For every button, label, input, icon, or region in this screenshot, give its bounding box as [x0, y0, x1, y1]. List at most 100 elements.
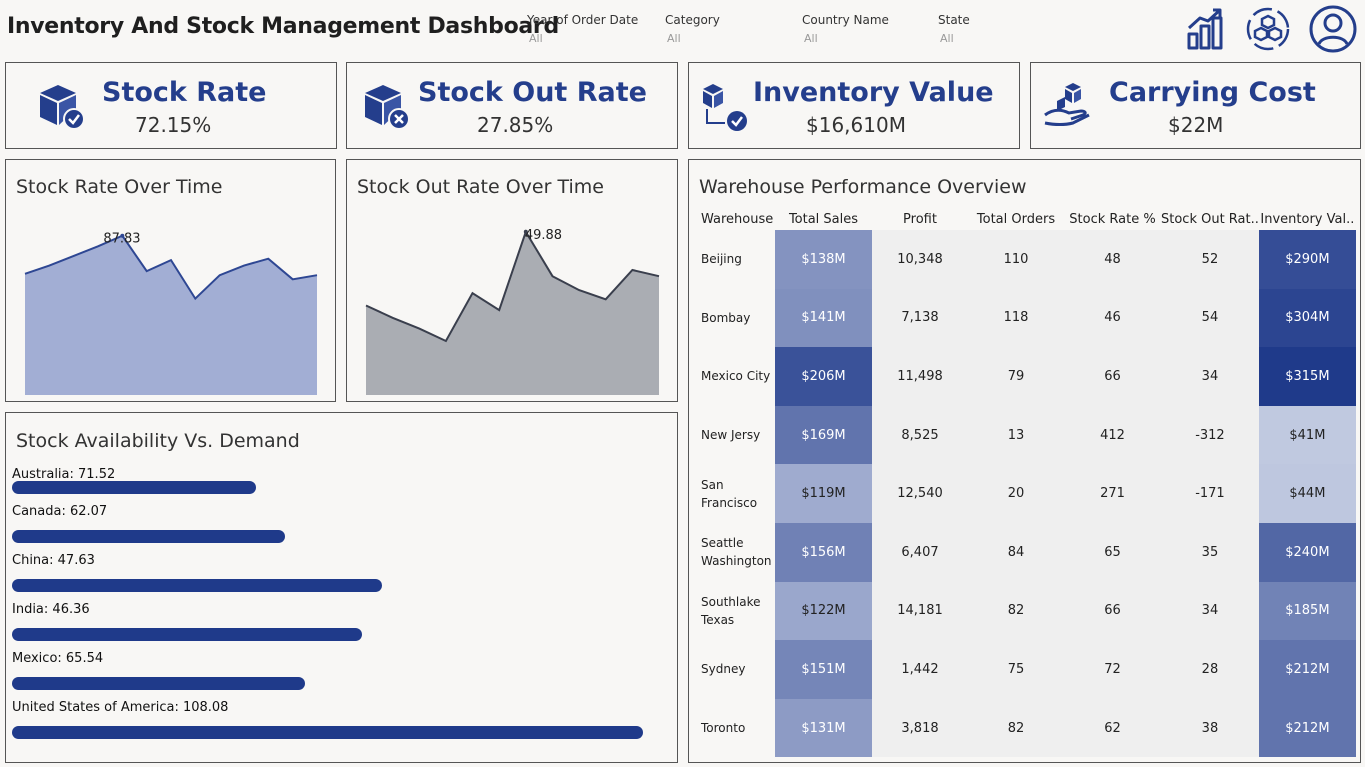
- cell-stock-rate: 66: [1064, 347, 1161, 406]
- table-row[interactable]: Mexico City $206M 11,498 79 66 34 $315M: [697, 347, 1356, 406]
- bar[interactable]: [12, 530, 285, 543]
- bar[interactable]: [12, 579, 383, 592]
- stock-out-area-chart[interactable]: 49.88: [347, 160, 679, 403]
- bar-label: China: 47.63: [12, 553, 95, 568]
- peak-point[interactable]: [120, 233, 125, 238]
- bar-label: Australia: 71.52: [12, 467, 115, 482]
- series-line: [365, 229, 660, 343]
- cell-profit: 3,818: [872, 698, 968, 758]
- bar-chart-icon[interactable]: [1184, 6, 1230, 52]
- filter-year[interactable]: Year of Order Date All: [527, 13, 638, 45]
- cell-stock-out-rate: 52: [1161, 230, 1259, 289]
- cell-warehouse: Toronto: [701, 721, 746, 736]
- table-row[interactable]: Seattle Washington $156M 6,407 84 65 35 $240M: [697, 522, 1356, 582]
- bar[interactable]: [12, 677, 306, 690]
- cell-profit: 14,181: [872, 581, 968, 641]
- user-icon[interactable]: [1308, 4, 1358, 54]
- cell-profit: 7,138: [872, 288, 968, 348]
- filter-country-value[interactable]: All: [804, 32, 818, 45]
- cell-warehouse: Sydney: [701, 662, 746, 677]
- cell-total-sales: $138M: [775, 230, 872, 289]
- cell-profit: 1,442: [872, 640, 968, 699]
- bar[interactable]: [12, 481, 257, 494]
- bar[interactable]: [12, 628, 363, 641]
- cell-stock-rate: 46: [1064, 288, 1161, 348]
- cell-warehouse: Seattle Washington: [701, 536, 772, 569]
- bar-label: India: 46.36: [12, 602, 90, 617]
- kpi-value: $16,610M: [806, 113, 906, 137]
- box-cross-icon: [365, 85, 410, 130]
- bar-value: 65.54: [65, 651, 104, 666]
- peak-point[interactable]: [523, 229, 528, 234]
- box-flow-check-icon: [703, 84, 747, 131]
- table-row[interactable]: New Jersy $169M 8,525 13 412 -312 $41M: [697, 405, 1356, 465]
- table-title: Warehouse Performance Overview: [699, 176, 1027, 198]
- bar[interactable]: [12, 726, 643, 739]
- table-row[interactable]: San Francisco $119M 12,540 20 271 -171 $44M: [697, 464, 1356, 523]
- cell-total-orders: 79: [968, 347, 1064, 406]
- kpi-value: 27.85%: [477, 113, 554, 137]
- filter-country[interactable]: Country Name All: [802, 13, 889, 45]
- cell-total-orders: 82: [968, 581, 1064, 641]
- stock-rate-area-chart[interactable]: 87.83: [6, 160, 337, 403]
- kpi-stock-rate: Stock Rate 72.15%: [5, 62, 337, 149]
- stock-out-chart-panel: Stock Out Rate Over Time 49.88: [346, 159, 678, 402]
- cell-stock-rate: 48: [1064, 230, 1161, 289]
- col-total-orders[interactable]: Total Orders: [976, 211, 1056, 227]
- col-inventory-value[interactable]: Inventory Val..: [1260, 211, 1355, 227]
- kpi-title: Stock Out Rate: [418, 77, 647, 108]
- series-line: [24, 234, 318, 301]
- bar-country: Canada:: [12, 504, 70, 519]
- table-row[interactable]: Beijing $138M 10,348 110 48 52 $290M: [697, 230, 1356, 289]
- availability-panel: Stock Availability Vs. Demand Australia:…: [5, 412, 678, 763]
- table-row[interactable]: Sydney $151M 1,442 75 72 28 $212M: [697, 640, 1356, 699]
- kpi-value: 72.15%: [135, 113, 212, 137]
- cell-inventory-value: $304M: [1258, 288, 1356, 348]
- col-stock-out-rate[interactable]: Stock Out Rat..: [1161, 211, 1259, 227]
- cell-profit: 11,498: [872, 347, 968, 406]
- cell-warehouse: Mexico City: [701, 369, 771, 384]
- cell-total-sales: $156M: [775, 522, 872, 582]
- cell-inventory-value: $290M: [1258, 230, 1356, 289]
- filter-category-value[interactable]: All: [667, 32, 681, 45]
- cell-inventory-value: $212M: [1258, 640, 1356, 699]
- cell-stock-rate: 62: [1064, 698, 1161, 758]
- table-row[interactable]: Bombay $141M 7,138 118 46 54 $304M: [697, 288, 1356, 348]
- kpi-title: Inventory Value: [753, 77, 994, 108]
- bar-country: India:: [12, 602, 53, 617]
- cell-stock-rate: 271: [1064, 464, 1161, 523]
- cell-inventory-value: $44M: [1258, 464, 1356, 523]
- cell-inventory-value: $212M: [1258, 698, 1356, 758]
- peak-label: 87.83: [103, 232, 140, 247]
- kpi-value: $22M: [1168, 113, 1224, 137]
- kpi-carrying-cost: Carrying Cost $22M: [1030, 62, 1361, 149]
- table-row[interactable]: Southlake Texas $122M 14,181 82 66 34 $185M: [697, 581, 1356, 641]
- hand-boxes-icon: [1044, 83, 1090, 126]
- cell-total-orders: 118: [968, 288, 1064, 348]
- cell-total-orders: 84: [968, 522, 1064, 582]
- col-total-sales[interactable]: Total Sales: [788, 211, 859, 227]
- filter-year-label: Year of Order Date: [527, 13, 639, 27]
- cell-profit: 12,540: [872, 464, 968, 523]
- col-profit[interactable]: Profit: [903, 211, 937, 227]
- boxes-cycle-icon[interactable]: [1245, 6, 1291, 52]
- filter-state-value[interactable]: All: [940, 32, 954, 45]
- kpi-stock-out-rate: Stock Out Rate 27.85%: [346, 62, 678, 149]
- warehouse-table: Warehouse Total Sales Profit Total Order…: [697, 208, 1356, 758]
- filter-state[interactable]: State All: [938, 13, 970, 45]
- filter-year-value[interactable]: All: [529, 32, 543, 45]
- table-row[interactable]: Toronto $131M 3,818 82 62 38 $212M: [697, 698, 1356, 758]
- filter-category[interactable]: Category All: [665, 13, 720, 45]
- cell-warehouse: New Jersy: [701, 428, 761, 443]
- chart-title: Stock Out Rate Over Time: [357, 176, 604, 198]
- cell-total-sales: $206M: [775, 347, 872, 406]
- col-warehouse[interactable]: Warehouse: [701, 211, 774, 227]
- bar-label: Canada: 62.07: [12, 504, 107, 519]
- box-check-icon: [40, 85, 85, 130]
- filter-category-label: Category: [665, 13, 720, 27]
- stock-rate-chart-panel: Stock Rate Over Time 87.83: [5, 159, 336, 402]
- bar-country: China:: [12, 553, 58, 568]
- kpi-inventory-value: Inventory Value $16,610M: [688, 62, 1020, 149]
- col-stock-rate[interactable]: Stock Rate %: [1069, 211, 1156, 227]
- cell-total-sales: $169M: [775, 405, 872, 465]
